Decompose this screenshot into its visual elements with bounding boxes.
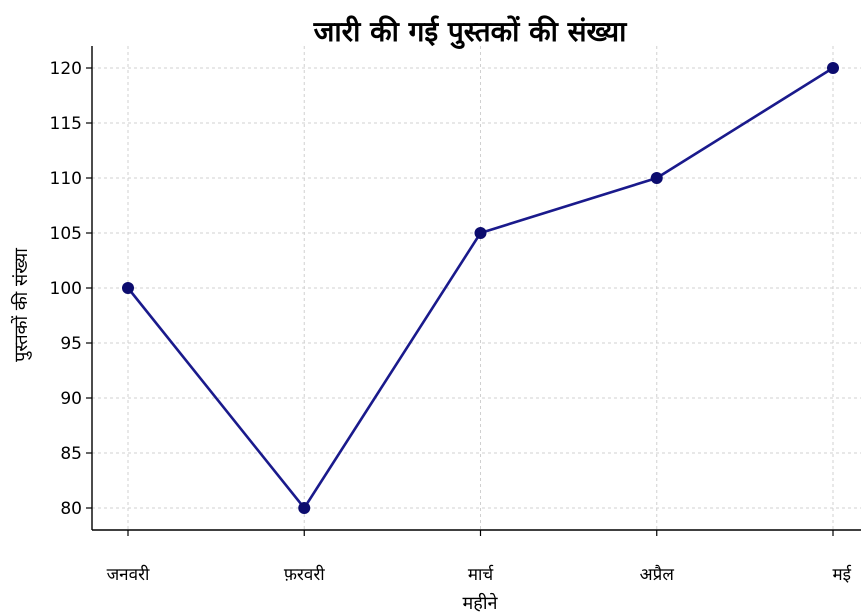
y-ticks: 80 85 90 95 100 105 110 115 120 — [50, 59, 92, 519]
data-point — [298, 502, 311, 514]
y-tick-label: 105 — [50, 224, 82, 244]
x-axis-label: महीने — [463, 592, 499, 614]
y-tick-label: 110 — [50, 169, 82, 189]
x-ticks: जनवरी फ़रवरी मार्च अप्रैल मई — [107, 530, 852, 585]
y-tick-label: 95 — [60, 334, 82, 354]
x-tick-label: फ़रवरी — [284, 564, 325, 585]
x-tick-label: अप्रैल — [640, 564, 675, 585]
y-tick-label: 80 — [60, 499, 82, 519]
data-point — [474, 227, 487, 239]
x-tick-label: जनवरी — [107, 564, 150, 585]
data-point — [650, 172, 663, 184]
grid — [92, 46, 861, 530]
series — [122, 62, 839, 514]
data-point — [827, 62, 839, 74]
y-tick-label: 85 — [60, 444, 82, 464]
y-tick-label: 120 — [50, 59, 82, 79]
y-tick-label: 115 — [50, 114, 82, 134]
x-tick-label: मार्च — [468, 564, 495, 585]
chart-title: जारी की गई पुस्तकों की संख्या — [313, 15, 629, 49]
x-tick-label: मई — [832, 564, 852, 585]
y-axis-label: पुस्तकों की संख्या — [10, 248, 32, 362]
y-tick-label: 100 — [50, 279, 82, 299]
data-point — [122, 282, 134, 294]
y-tick-label: 90 — [60, 389, 82, 409]
